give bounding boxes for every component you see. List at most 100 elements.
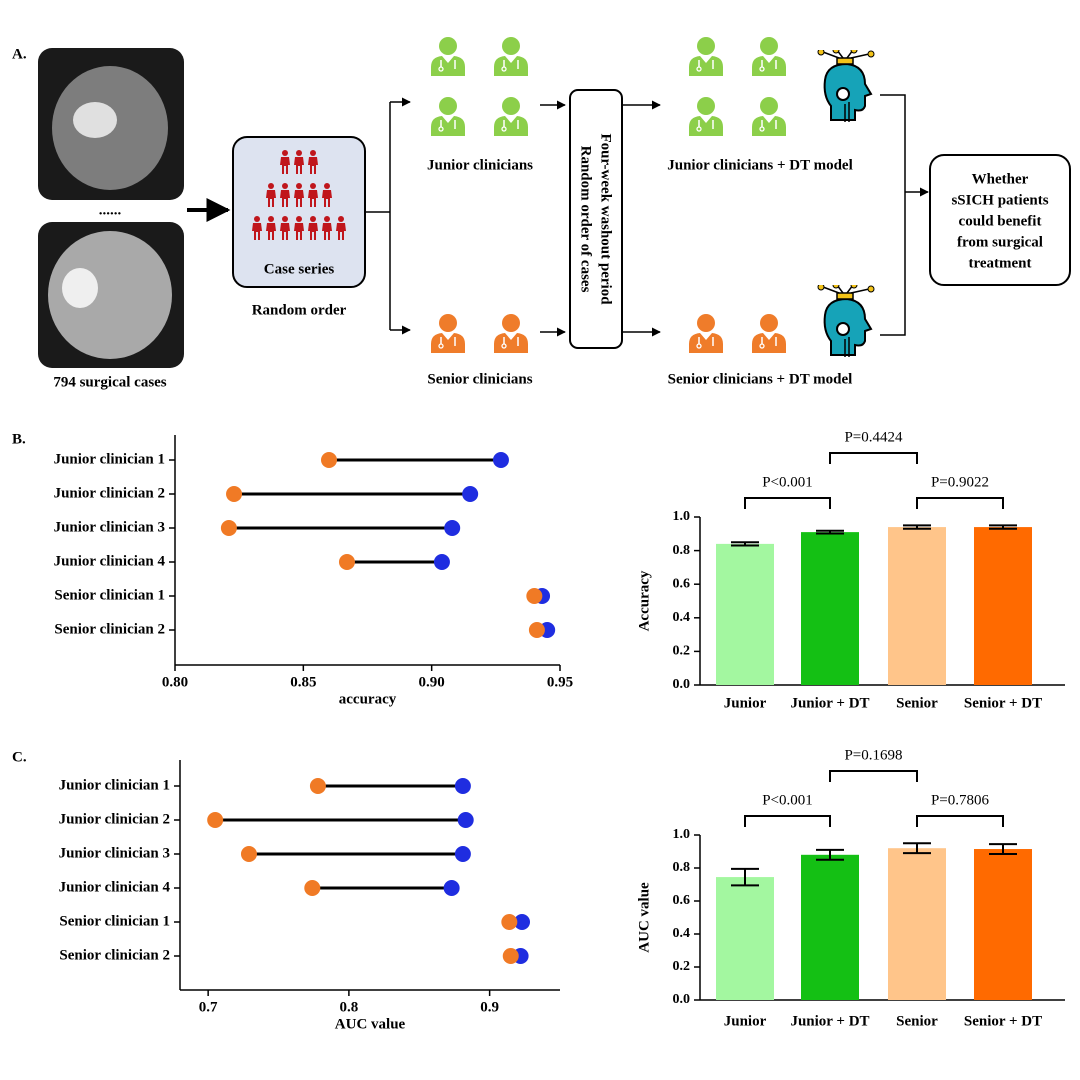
dot [492, 452, 509, 468]
bar [716, 543, 774, 685]
dot [526, 588, 543, 604]
y-tick-label: Junior clinician 3 [54, 519, 165, 535]
y-tick-label: Senior clinician 2 [59, 947, 170, 963]
senior-label: Senior clinicians [427, 371, 532, 387]
bracket [829, 770, 918, 782]
y-tick-label: 0.0 [673, 677, 691, 692]
error-bar [731, 867, 759, 887]
x-tick-label: Senior [896, 1013, 938, 1029]
bracket [916, 815, 1004, 827]
bracket [829, 452, 918, 464]
y-tick-label: 0.8 [673, 860, 691, 875]
washout-text: Four-week washout period [598, 133, 614, 305]
bar [974, 849, 1032, 1000]
bar [716, 877, 774, 1000]
p-value: P=0.9022 [931, 474, 989, 490]
y-tick-label: 0.4 [673, 610, 691, 625]
error-bar [989, 524, 1017, 530]
case-box-label: Case series [264, 261, 335, 277]
bar [888, 527, 946, 685]
error-bar [816, 848, 844, 861]
junior-label: Junior clinicians [427, 157, 533, 173]
x-tick-label: 0.7 [199, 999, 218, 1015]
error-bar [989, 843, 1017, 855]
error-bar [903, 842, 931, 855]
dt-model-icon [816, 50, 876, 124]
outcome-text: sSICH patients [951, 192, 1048, 208]
p-value: P<0.001 [762, 792, 813, 808]
x-tick-label: 0.95 [547, 674, 573, 690]
p-value: P=0.4424 [844, 429, 903, 445]
y-tick-label: 0.6 [673, 893, 691, 908]
error-bar [816, 529, 844, 535]
dot [220, 520, 237, 536]
y-tick-label: 0.6 [673, 576, 691, 591]
y-tick-label: Junior clinician 2 [59, 811, 170, 827]
y-tick-label: 1.0 [673, 827, 691, 842]
connectors [365, 94, 929, 337]
panel-label: B. [12, 431, 26, 447]
x-tick-label: Junior + DT [790, 1013, 869, 1029]
x-axis-label: AUC value [335, 1016, 406, 1032]
washout-text: Random order of cases [578, 146, 594, 293]
y-tick-label: 0.2 [673, 644, 691, 659]
dot [501, 914, 518, 930]
x-tick-label: 0.8 [340, 999, 359, 1015]
bar [801, 854, 859, 1000]
junior-dt-label: Junior clinicians + DT model [667, 157, 853, 173]
dot [502, 948, 519, 964]
y-tick-label: 0.8 [673, 543, 691, 558]
x-tick-label: 0.80 [162, 674, 188, 690]
dot [457, 812, 474, 828]
outcome-text: Whether [972, 171, 1029, 187]
y-tick-label: 1.0 [673, 509, 691, 524]
dot [514, 914, 530, 930]
y-tick-label: Junior clinician 1 [54, 451, 165, 467]
y-tick-label: Junior clinician 4 [59, 879, 171, 895]
outcome-box [929, 154, 1071, 286]
dot [443, 880, 460, 896]
p-value: P<0.001 [762, 474, 813, 490]
x-axis-label: accuracy [339, 691, 397, 707]
y-tick-label: Senior clinician 1 [59, 913, 170, 929]
p-value: P=0.1698 [844, 747, 902, 763]
dt-model-icon [816, 285, 876, 359]
x-tick-label: Junior + DT [790, 695, 869, 711]
dot [528, 622, 545, 638]
y-tick-label: 0.4 [673, 926, 691, 941]
x-tick-label: Senior [896, 695, 938, 711]
y-tick-label: 0.2 [673, 959, 691, 974]
y-axis-label: Accuracy [636, 570, 652, 631]
random-order: Random order [252, 302, 347, 318]
washout-box [569, 89, 623, 349]
y-tick-label: Senior clinician 1 [54, 587, 165, 603]
dot [462, 486, 479, 502]
x-tick-label: 0.90 [419, 674, 445, 690]
bar [888, 848, 946, 1000]
dot [226, 486, 243, 502]
dot [454, 846, 471, 862]
dot [321, 452, 337, 468]
y-axis-label: AUC value [636, 882, 652, 953]
error-bar [731, 541, 759, 547]
bracket [916, 497, 1004, 509]
p-value: P=0.7806 [931, 792, 990, 808]
dot [207, 812, 224, 828]
outcome-text: treatment [968, 255, 1031, 271]
y-tick-label: Junior clinician 4 [54, 553, 166, 569]
dot [433, 554, 450, 570]
ct-scans [38, 48, 184, 368]
dot [338, 554, 355, 570]
senior-dt-label: Senior clinicians + DT model [668, 371, 853, 387]
y-tick-label: Senior clinician 2 [54, 621, 165, 637]
dot [309, 778, 326, 794]
scans-label: 794 surgical cases [53, 374, 166, 390]
x-tick-label: Junior [724, 1013, 767, 1029]
dot [444, 520, 461, 536]
dot [454, 778, 471, 794]
bracket [744, 815, 831, 827]
panel-label: C. [12, 749, 27, 765]
dot [240, 846, 257, 862]
error-bar [903, 524, 931, 530]
